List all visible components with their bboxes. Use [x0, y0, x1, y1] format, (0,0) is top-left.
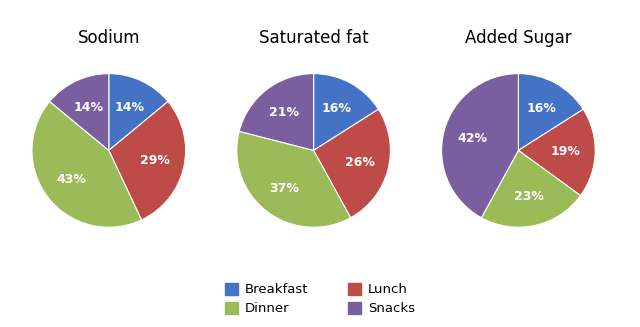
Text: 16%: 16%	[322, 102, 351, 115]
Text: 29%: 29%	[140, 154, 170, 167]
Text: 23%: 23%	[514, 190, 544, 203]
Title: Added Sugar: Added Sugar	[465, 29, 572, 47]
Title: Sodium: Sodium	[77, 29, 140, 47]
Wedge shape	[50, 74, 109, 150]
Title: Saturated fat: Saturated fat	[259, 29, 369, 47]
Wedge shape	[518, 74, 583, 150]
Text: 42%: 42%	[457, 132, 487, 145]
Wedge shape	[109, 74, 168, 150]
Text: 26%: 26%	[345, 156, 374, 169]
Text: 14%: 14%	[74, 101, 104, 114]
Text: 19%: 19%	[551, 146, 581, 158]
Text: 21%: 21%	[269, 106, 300, 119]
Wedge shape	[314, 74, 378, 150]
Wedge shape	[442, 74, 518, 218]
Text: 37%: 37%	[269, 181, 300, 195]
Text: 43%: 43%	[56, 173, 86, 186]
Wedge shape	[32, 101, 141, 227]
Text: 16%: 16%	[527, 102, 556, 115]
Wedge shape	[518, 109, 595, 196]
Legend: Breakfast, Dinner, Lunch, Snacks: Breakfast, Dinner, Lunch, Snacks	[220, 278, 420, 320]
Wedge shape	[237, 131, 351, 227]
Wedge shape	[239, 74, 314, 150]
Wedge shape	[109, 101, 186, 220]
Wedge shape	[314, 109, 390, 218]
Text: 14%: 14%	[114, 101, 144, 114]
Wedge shape	[481, 150, 580, 227]
